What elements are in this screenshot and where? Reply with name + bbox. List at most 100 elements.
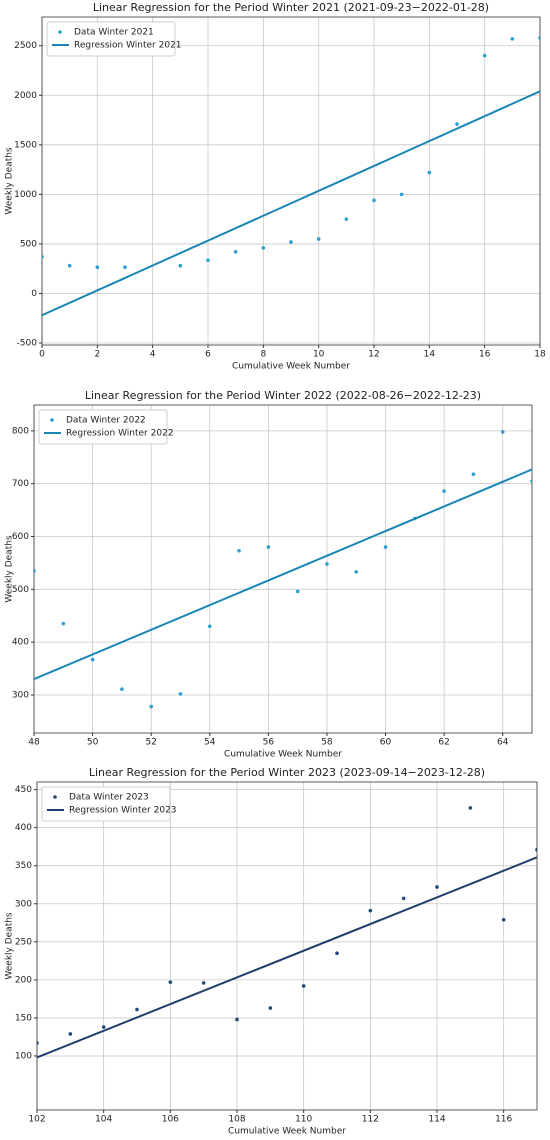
y-tick-label: 800: [12, 426, 29, 436]
data-point: [68, 1032, 73, 1036]
data-point: [37, 1041, 39, 1045]
data-point: [101, 1025, 106, 1029]
data-point: [268, 1006, 273, 1010]
y-tick-label: 150: [15, 1013, 32, 1023]
series-layer: [34, 430, 532, 709]
x-tick-label: 10: [313, 350, 325, 360]
legend-dot: [50, 418, 54, 422]
data-point: [61, 621, 66, 626]
y-tick-label: 350: [15, 861, 32, 871]
x-axis-label: Cumulative Week Number: [232, 362, 350, 372]
y-tick-label: 450: [15, 785, 32, 795]
x-tick-label: 52: [145, 738, 156, 748]
legend-label: Data Winter 2023: [69, 793, 149, 803]
x-tick-label: 104: [95, 1115, 112, 1125]
x-tick-label: 54: [204, 738, 216, 748]
plot-frame: [33, 404, 533, 734]
y-tick-label: 700: [12, 479, 29, 489]
data-point: [401, 896, 406, 901]
chart-title: Linear Regression for the Period Winter …: [89, 766, 485, 779]
y-tick-label: 200: [15, 975, 32, 985]
y-tick-label: 500: [20, 239, 37, 249]
x-tick-label: 2: [94, 350, 100, 360]
x-tick-label: 0: [39, 350, 45, 360]
plot-area: [42, 17, 540, 345]
plot-area: [37, 782, 537, 1110]
data-point: [427, 170, 432, 175]
y-tick-label: 0: [31, 289, 37, 299]
data-point: [335, 951, 339, 956]
data-point: [261, 246, 266, 250]
data-point: [383, 545, 388, 549]
y-axis-label: Weekly Deaths: [5, 535, 15, 603]
data-point: [344, 217, 349, 221]
x-axis-label: Cumulative Week Number: [224, 750, 342, 760]
data-point: [316, 237, 321, 241]
regression-line: [34, 468, 532, 681]
data-point: [295, 589, 300, 594]
data-point: [95, 265, 100, 270]
series-layer: [37, 806, 537, 1059]
x-tick-label: 108: [228, 1115, 245, 1125]
x-tick-label: 114: [428, 1115, 445, 1125]
x-tick-label: 62: [438, 738, 449, 748]
x-tick-label: 48: [28, 738, 40, 748]
data-point: [123, 265, 127, 270]
legend-label: Data Winter 2021: [74, 28, 154, 38]
regression-line: [37, 856, 537, 1059]
y-tick-label: 2000: [14, 91, 37, 101]
x-axis-label: Cumulative Week Number: [228, 1127, 346, 1137]
data-point: [500, 430, 505, 434]
data-point: [34, 569, 36, 573]
data-point: [178, 263, 183, 268]
x-tick-label: 102: [28, 1115, 45, 1125]
data-point: [325, 562, 329, 566]
y-tick-label: 2500: [14, 41, 37, 51]
data-point: [368, 908, 373, 913]
data-point: [372, 198, 376, 203]
plot-frame: [36, 781, 538, 1111]
y-axis-label: Weekly Deaths: [5, 147, 15, 215]
x-tick-label: 56: [263, 738, 275, 748]
data-point: [354, 570, 359, 574]
data-point: [201, 981, 206, 985]
y-tick-label: 400: [15, 823, 32, 833]
plot-frame: [41, 16, 541, 346]
legend: Data Winter 2022 Regression Winter 2022: [38, 409, 174, 445]
data-point: [399, 192, 404, 197]
x-tick-label: 4: [150, 350, 156, 360]
data-point: [538, 36, 540, 40]
x-tick-label: 116: [495, 1115, 512, 1125]
legend-dot: [53, 795, 57, 799]
data-point: [149, 704, 153, 709]
data-point: [442, 489, 446, 493]
data-point: [501, 917, 506, 922]
y-tick-label: 600: [12, 532, 29, 542]
data-point: [455, 122, 459, 126]
data-point: [120, 687, 124, 691]
x-tick-label: 14: [424, 350, 436, 360]
data-point: [535, 847, 537, 852]
data-point: [468, 806, 473, 810]
data-point: [237, 548, 241, 553]
data-point: [90, 657, 95, 662]
x-tick-label: 58: [321, 738, 333, 748]
data-point: [207, 624, 212, 629]
y-tick-label: 100: [15, 1051, 32, 1061]
chart: 48 50 52 54 56 58 60 62 64 300 400 500 600 700 800 Line…: [5, 389, 533, 760]
data-point: [510, 37, 515, 41]
x-tick-label: 6: [205, 350, 211, 360]
y-tick-label: 250: [15, 937, 32, 947]
chart-title: Linear Regression for the Period Winter …: [93, 1, 489, 14]
legend-box: [41, 786, 171, 822]
x-tick-label: 50: [87, 738, 99, 748]
y-tick-label: 1500: [14, 140, 37, 150]
data-point: [530, 479, 532, 483]
x-tick-label: 106: [162, 1115, 179, 1125]
y-tick-label: -500: [17, 339, 38, 349]
x-tick-label: 8: [260, 350, 266, 360]
legend-label: Regression Winter 2022: [66, 429, 174, 439]
y-tick-label: 300: [15, 899, 32, 909]
x-tick-label: 12: [368, 350, 379, 360]
